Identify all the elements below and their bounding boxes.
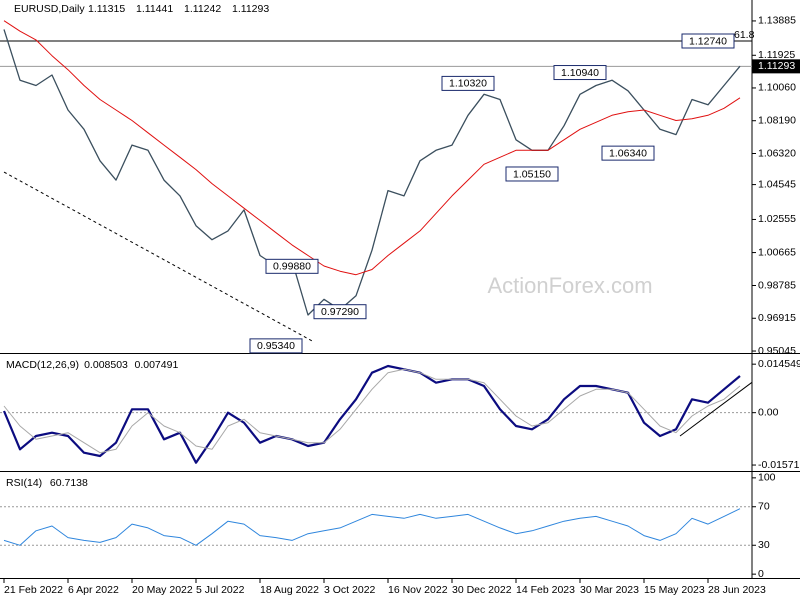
annotation-box [249, 338, 303, 354]
y-tick-label: 70 [758, 501, 770, 513]
panel-readout: 60.7138 [50, 477, 88, 489]
annotation-label: 0.97290 [321, 306, 359, 318]
series-line [3, 508, 741, 546]
annotation-label: 1.10320 [449, 78, 487, 90]
y-tick-label: 1.08190 [758, 115, 796, 127]
ohlc-close: 1.11293 [232, 3, 269, 15]
annotation-box [681, 33, 735, 49]
y-tick-label: -0.015712 [758, 459, 800, 471]
y-tick-label: 1.13885 [758, 15, 796, 27]
x-tick-label: 18 Aug 2022 [260, 584, 319, 596]
annotation-box [265, 258, 319, 274]
x-tick-label: 3 Oct 2022 [324, 584, 376, 596]
annotation-box [313, 304, 367, 320]
fib-label: 61.8 [734, 29, 755, 41]
panel-title: RSI(14) [6, 477, 42, 489]
y-tick-label: 0.95045 [758, 345, 796, 357]
x-tick-label: 21 Feb 2022 [4, 584, 63, 596]
x-tick-label: 28 Jun 2023 [708, 584, 766, 596]
annotation-box [553, 65, 607, 81]
y-tick-label: 1.02555 [758, 213, 796, 225]
ohlc-open: 1.11315 [88, 3, 125, 15]
annotation-label: 0.95340 [257, 340, 295, 352]
y-tick-label: 100 [758, 472, 776, 484]
x-tick-label: 14 Feb 2023 [516, 584, 575, 596]
series-line [3, 20, 741, 276]
y-tick-label: 1.00665 [758, 246, 796, 258]
panel-readout: 0.007491 [135, 359, 179, 371]
y-tick-label: 0.00 [758, 406, 779, 418]
trendline [3, 171, 315, 343]
y-tick-label: 0.98785 [758, 279, 796, 291]
series-line [3, 368, 741, 454]
y-tick-label: 1.10060 [758, 82, 796, 94]
x-tick-label: 15 May 2023 [644, 584, 705, 596]
y-tick-label: 1.06320 [758, 147, 796, 159]
annotation-label: 1.06340 [609, 147, 647, 159]
x-tick-label: 30 Mar 2023 [580, 584, 639, 596]
y-tick-label: 0.96915 [758, 312, 796, 324]
price-label: 1.11293 [758, 60, 795, 72]
ohlc-high: 1.11441 [136, 3, 173, 15]
y-tick-label: 0.014549 [758, 358, 800, 370]
annotation-label: 1.05150 [513, 168, 551, 180]
annotation-box [441, 75, 495, 91]
annotation-label: 1.10940 [561, 67, 599, 79]
panel-title: MACD(12,26,9) [6, 359, 79, 371]
y-tick-label: 1.11925 [758, 49, 795, 61]
x-tick-label: 20 May 2022 [132, 584, 193, 596]
x-tick-label: 6 Apr 2022 [68, 584, 119, 596]
trendline [679, 381, 753, 437]
annotation-box [601, 145, 655, 161]
symbol-title: EURUSD,Daily [14, 3, 85, 15]
y-tick-label: 30 [758, 539, 770, 551]
series-line [3, 29, 741, 316]
x-tick-label: 16 Nov 2022 [388, 584, 448, 596]
price-label-box [752, 59, 800, 74]
x-tick-label: 5 Jul 2022 [196, 584, 245, 596]
y-tick-label: 1.04545 [758, 178, 796, 190]
panel-readout: 0.008503 [84, 359, 128, 371]
annotation-label: 0.99880 [273, 261, 311, 273]
y-tick-label: 0 [758, 568, 764, 580]
ohlc-low: 1.11242 [184, 3, 221, 15]
annotation-box [505, 166, 559, 182]
watermark: ActionForex.com [487, 273, 652, 298]
annotation-label: 1.12740 [689, 35, 727, 47]
x-tick-label: 30 Dec 2022 [452, 584, 512, 596]
